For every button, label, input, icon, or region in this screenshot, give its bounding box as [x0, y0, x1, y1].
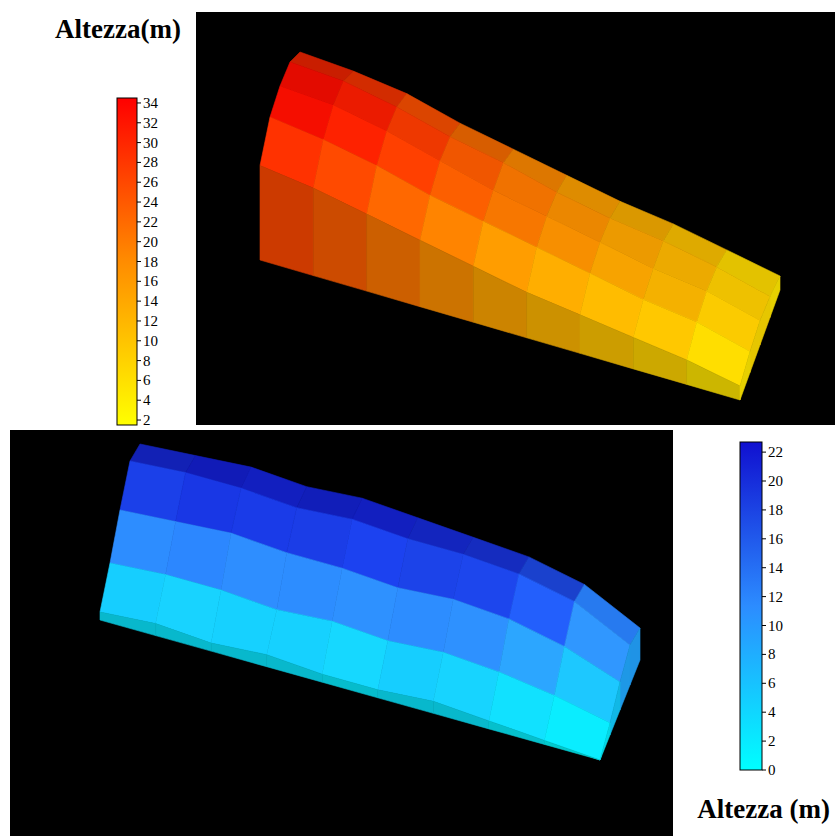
colorbar-tick-label: 34 — [143, 95, 159, 111]
colorbar-tick — [137, 102, 141, 103]
surface — [100, 444, 640, 760]
colorbar-tick — [137, 400, 141, 401]
colorbar-tick-label: 2 — [143, 412, 151, 428]
colorbar-tick — [762, 683, 766, 684]
colorbar-tick-label: 20 — [143, 234, 158, 250]
colorbar-title: Altezza (m) — [697, 794, 830, 824]
colorbar-tick — [137, 360, 141, 361]
colorbar-tick-label: 6 — [143, 372, 151, 388]
surface-facet — [544, 695, 610, 760]
surface-wall — [322, 674, 378, 698]
colorbar-tick-label: 10 — [143, 333, 158, 349]
colorbar-tick-label: 8 — [768, 646, 776, 662]
plot-background — [196, 12, 835, 425]
surface-wall — [313, 188, 366, 291]
colorbar-tick-label: 6 — [768, 675, 776, 691]
colorbar-tick — [762, 654, 766, 655]
colorbar-tick-label: 16 — [143, 273, 159, 289]
colorbar-tick-label: 14 — [768, 560, 784, 576]
colorbar-tick-label: 28 — [143, 154, 158, 170]
colorbar-tick-label: 22 — [143, 214, 158, 230]
colorbar-tick — [762, 509, 766, 510]
colorbar-tick — [137, 380, 141, 381]
colorbar-tick-label: 24 — [143, 194, 159, 210]
surface-facet — [277, 553, 343, 622]
surface-wall — [630, 628, 640, 685]
surface-wall — [620, 645, 630, 710]
colorbar-tick — [137, 241, 141, 242]
colorbar-tick — [137, 281, 141, 282]
colorbar-tick-label: 12 — [143, 313, 158, 329]
colorbar-tick — [137, 202, 141, 203]
colorbar-tick-label: 30 — [143, 135, 158, 151]
colorbar-tick — [762, 538, 766, 539]
colorbar-gradient — [740, 442, 762, 770]
surface-wall — [633, 337, 686, 384]
surface-wall — [527, 292, 580, 353]
colorbar-tick — [762, 712, 766, 713]
colorbar-tick-label: 10 — [768, 618, 783, 634]
colorbar-tick-label: 0 — [768, 762, 776, 778]
surface-wall — [367, 214, 420, 307]
colorbar-tick-label: 4 — [768, 704, 776, 720]
colorbar-tick — [762, 452, 766, 453]
surface — [260, 52, 780, 400]
surface-wall — [740, 352, 750, 401]
colorbar-tick-label: 22 — [768, 444, 783, 460]
surface-panel — [10, 430, 673, 836]
colorbar-tick — [137, 162, 141, 163]
colorbar-tick — [137, 122, 141, 123]
colorbar-tick — [137, 261, 141, 262]
colorbar-tick-label: 2 — [768, 733, 776, 749]
colorbar-tick — [137, 301, 141, 302]
surface-wall — [760, 297, 770, 346]
colorbar-title: Altezza(m) — [55, 14, 181, 44]
surface-wall — [580, 315, 633, 369]
colorbar-tick — [762, 625, 766, 626]
colorbar-tick — [762, 596, 766, 597]
colorbar-tick-label: 16 — [768, 531, 784, 547]
colorbar-tick-label: 14 — [143, 293, 159, 309]
colorbar-tick-label: 32 — [143, 115, 158, 131]
colorbar-tick — [137, 221, 141, 222]
colorbar-tick — [137, 320, 141, 321]
surface-wall — [610, 682, 620, 735]
surface-wall — [260, 166, 313, 276]
surface-wall — [433, 701, 489, 729]
colorbar-tick — [762, 741, 766, 742]
surface-panel — [196, 12, 835, 425]
colorbar-tick — [762, 567, 766, 568]
colorbar-tick — [137, 340, 141, 341]
surface-wall — [750, 321, 760, 373]
surface-wall — [600, 723, 610, 760]
colorbar-tick — [137, 420, 141, 421]
colorbar: 246810121416182022242628303234 — [117, 95, 159, 428]
surface-wall — [100, 612, 156, 636]
surface-wall — [544, 740, 600, 760]
figure: 246810121416182022242628303234Altezza(m)… — [0, 0, 835, 836]
colorbar-tick-label: 26 — [143, 174, 159, 190]
colorbar-tick-label: 20 — [768, 473, 783, 489]
surface-wall — [211, 643, 267, 667]
colorbar-tick — [762, 481, 766, 482]
colorbar-tick-label: 18 — [143, 254, 158, 270]
colorbar-tick — [137, 142, 141, 143]
colorbar-tick-label: 4 — [143, 392, 151, 408]
colorbar-tick-label: 18 — [768, 502, 783, 518]
colorbar-tick — [762, 770, 766, 771]
surface-wall — [687, 360, 740, 400]
surface-wall — [378, 690, 434, 714]
surface-wall — [770, 276, 780, 318]
colorbar-tick-label: 12 — [768, 589, 783, 605]
colorbar-tick-label: 8 — [143, 353, 151, 369]
colorbar: 0 2 4 6 8 10 12 14 16 18 20 22 — [740, 442, 784, 778]
colorbar-gradient — [117, 98, 137, 425]
plot-background — [10, 430, 673, 836]
surface-wall — [420, 240, 473, 322]
surface-wall — [489, 721, 545, 745]
surface-wall — [156, 624, 212, 652]
surface-wall — [267, 655, 323, 683]
colorbar-tick — [137, 182, 141, 183]
surface-wall — [473, 266, 526, 338]
